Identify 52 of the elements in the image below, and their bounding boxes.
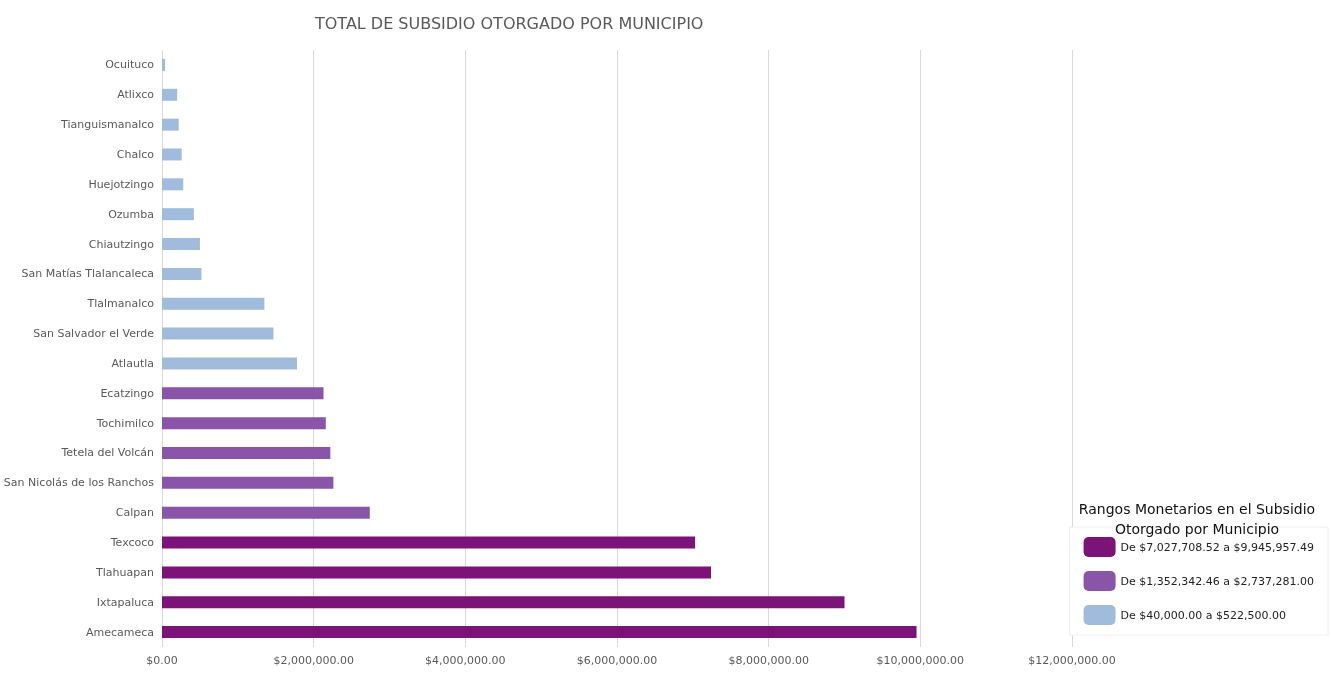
y-tick-label: Atlautla bbox=[111, 356, 154, 370]
bar bbox=[162, 596, 845, 609]
chart-title: TOTAL DE SUBSIDIO OTORGADO POR MUNICIPIO bbox=[314, 13, 704, 33]
y-tick-label: Chiautzingo bbox=[88, 237, 155, 251]
y-tick-label: Tochimilco bbox=[95, 416, 155, 430]
bar bbox=[162, 297, 265, 310]
bar bbox=[162, 58, 166, 71]
x-tick-label: $12,000,000.00 bbox=[1028, 654, 1116, 667]
bar bbox=[162, 357, 297, 370]
bar bbox=[162, 387, 324, 400]
bar bbox=[162, 417, 326, 430]
y-tick-label: Tlalmanalco bbox=[86, 297, 155, 311]
x-tick-label: $10,000,000.00 bbox=[876, 654, 965, 667]
y-tick-label: Huejotzingo bbox=[88, 177, 155, 191]
legend-label: De $7,027,708.52 a $9,945,957.49 bbox=[1120, 540, 1314, 554]
y-tick-label: Chalco bbox=[116, 147, 155, 161]
x-tick-label: $0.00 bbox=[146, 654, 178, 667]
bar bbox=[162, 208, 194, 221]
bar bbox=[162, 626, 917, 639]
x-tick-label: $2,000,000.00 bbox=[273, 654, 354, 667]
y-tick-label: San Nicolás de los Ranchos bbox=[3, 476, 155, 490]
y-tick-label: Tianguismanalco bbox=[60, 118, 155, 132]
y-tick-label: San Salvador el Verde bbox=[33, 327, 155, 341]
bar bbox=[162, 118, 179, 131]
x-tick-label: $8,000,000.00 bbox=[728, 654, 809, 667]
bar bbox=[162, 267, 202, 280]
y-tick-label: Ocuituco bbox=[105, 58, 155, 72]
y-tick-label: Tetela del Volcán bbox=[60, 446, 155, 460]
bar bbox=[162, 536, 696, 549]
bar bbox=[162, 566, 712, 579]
y-tick-label: Calpan bbox=[115, 506, 155, 520]
y-tick-label: San Matías Tlalancaleca bbox=[21, 267, 154, 281]
bar bbox=[162, 88, 178, 101]
x-tick-label: $6,000,000.00 bbox=[576, 654, 658, 667]
legend-label: De $40,000.00 a $522,500.00 bbox=[1120, 608, 1287, 622]
bar bbox=[162, 446, 331, 459]
y-tick-label: Tlahuapan bbox=[95, 565, 155, 579]
y-tick-label: Texcoco bbox=[109, 536, 155, 550]
legend-label: De $1,352,342.46 a $2,737,281.00 bbox=[1120, 574, 1314, 588]
bar bbox=[162, 238, 200, 251]
y-tick-label: Ixtapaluca bbox=[96, 595, 154, 609]
bar bbox=[162, 506, 370, 519]
bar bbox=[162, 327, 274, 340]
y-tick-label: Amecameca bbox=[85, 625, 154, 639]
legend-title: Rangos Monetarios en el Subsidio Otorgado por Municipio bbox=[1078, 501, 1316, 537]
y-tick-label: Ozumba bbox=[108, 207, 154, 221]
bar bbox=[162, 148, 182, 161]
y-tick-label: Atlixco bbox=[117, 88, 155, 102]
bar bbox=[162, 178, 184, 191]
x-tick-label: $4,000,000.00 bbox=[425, 654, 506, 667]
bar bbox=[162, 476, 334, 489]
y-tick-label: Ecatzingo bbox=[100, 386, 155, 400]
